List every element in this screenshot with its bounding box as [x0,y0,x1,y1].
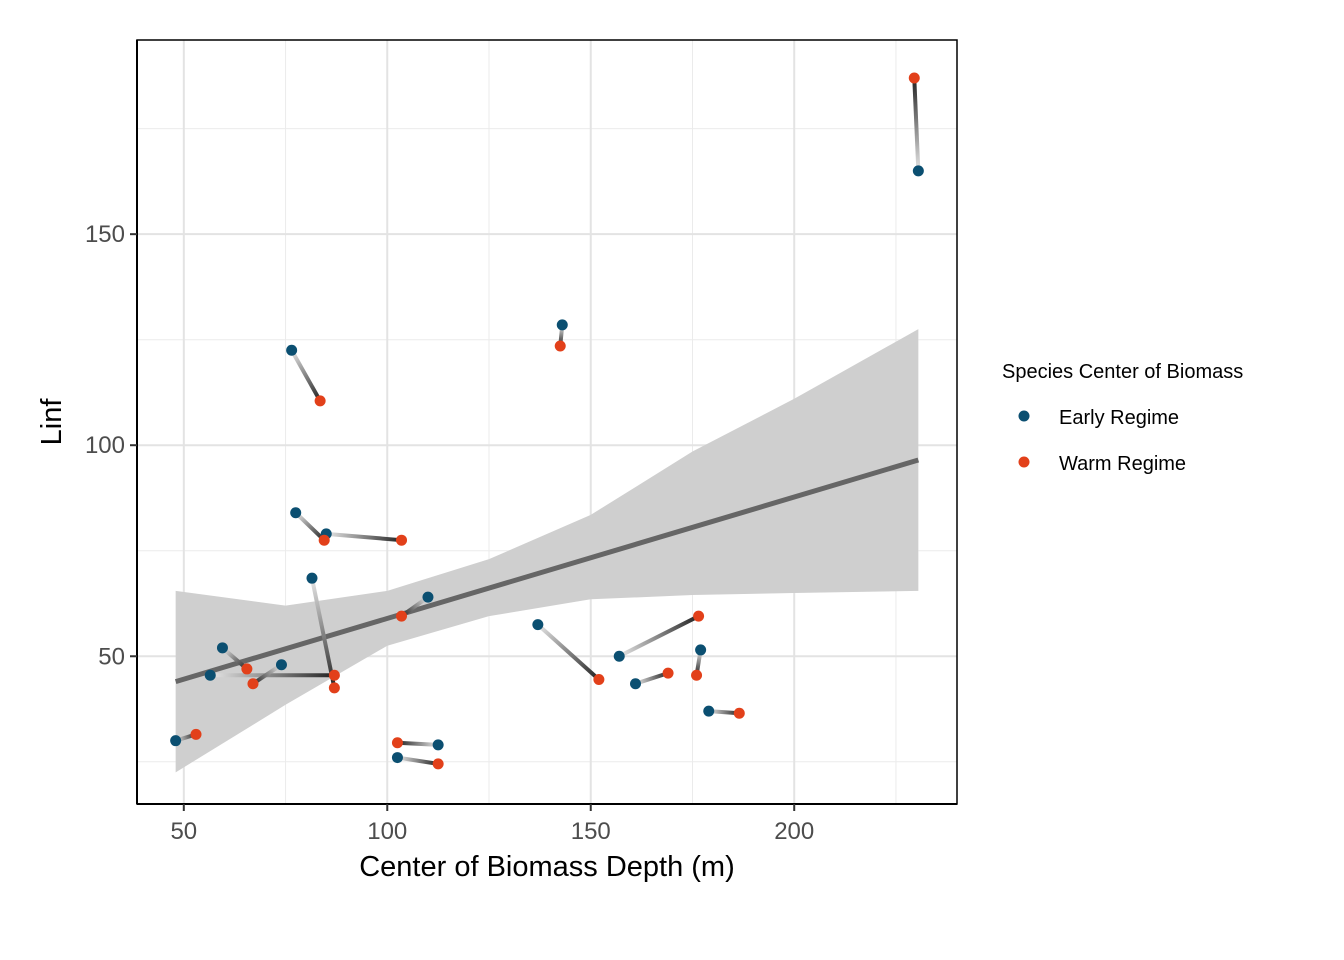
early-regime-point [532,619,544,631]
warm-regime-point [328,669,340,681]
connecting-segment [294,511,326,542]
early-regime-point [630,678,642,690]
warm-regime-point [241,663,253,675]
early-regime-point [695,644,707,656]
y-tick-label: 50 [98,643,125,670]
trend-line-layer [174,457,920,684]
warm-regime-point [662,667,674,679]
y-axis-ticks: 50 100 150 [85,221,137,670]
warm-regime-point [908,72,920,84]
early-regime-point [432,739,444,751]
connecting-segment [912,77,921,171]
y-tick-label: 150 [85,221,125,248]
major-gridlines [137,40,957,804]
warm-regime-point [247,678,259,690]
warm-regime-point [328,682,340,694]
warm-regime-point [733,707,745,719]
x-tick-label: 200 [774,818,814,845]
early-regime-point [556,319,568,331]
warm-regime-point [593,673,605,685]
warm-regime-point [554,340,566,352]
legend-item-warm: Warm Regime [1018,453,1186,475]
connecting-segment [251,663,283,686]
warm-regime-point [396,534,408,546]
early-regime-point [204,669,216,681]
early-regime-point [422,591,434,603]
warm-regime-point [693,610,705,622]
warm-regime-point [396,610,408,622]
early-regime-point [391,752,403,764]
early-regime-point [286,344,298,356]
early-regime-point [170,735,182,747]
y-axis-title: Linf [36,398,68,446]
early-regime-point [216,642,228,654]
warm-regime-point [318,534,330,546]
legend-label-warm: Warm Regime [1059,453,1186,475]
legend: Species Center of Biomass Early Regime W… [1002,361,1243,475]
point-layer [170,72,924,770]
confidence-band [175,329,919,773]
trend-line [174,457,920,684]
confidence-band-layer [175,329,919,773]
connecting-segment [310,577,337,689]
connecting-segment [634,671,669,686]
warm-regime-point [391,737,403,749]
x-axis-title: Center of Biomass Depth (m) [359,851,735,883]
x-tick-label: 50 [170,818,197,845]
connecting-segment [618,614,700,659]
legend-marker-warm [1018,456,1030,468]
x-tick-label: 100 [367,818,407,845]
connecting-segment [397,740,439,747]
legend-item-early: Early Regime [1018,407,1179,429]
x-tick-label: 150 [571,818,611,845]
y-tick-label: 100 [85,432,125,459]
connecting-segment [289,349,322,402]
early-regime-point [306,572,318,584]
warm-regime-point [432,758,444,770]
early-regime-point [613,650,625,662]
legend-title: Species Center of Biomass [1002,361,1243,383]
connecting-segment [397,755,439,766]
warm-regime-point [314,395,326,407]
early-regime-point [275,659,287,671]
legend-marker-early [1018,410,1030,422]
legend-label-early: Early Regime [1059,407,1179,429]
early-regime-point [912,165,924,177]
early-regime-point [703,705,715,717]
warm-regime-point [691,669,703,681]
warm-regime-point [190,728,202,740]
x-axis-ticks: 50 100 150 200 [170,804,814,845]
connecting-segment [536,623,601,681]
connecting-segment [326,531,402,543]
early-regime-point [290,507,302,519]
